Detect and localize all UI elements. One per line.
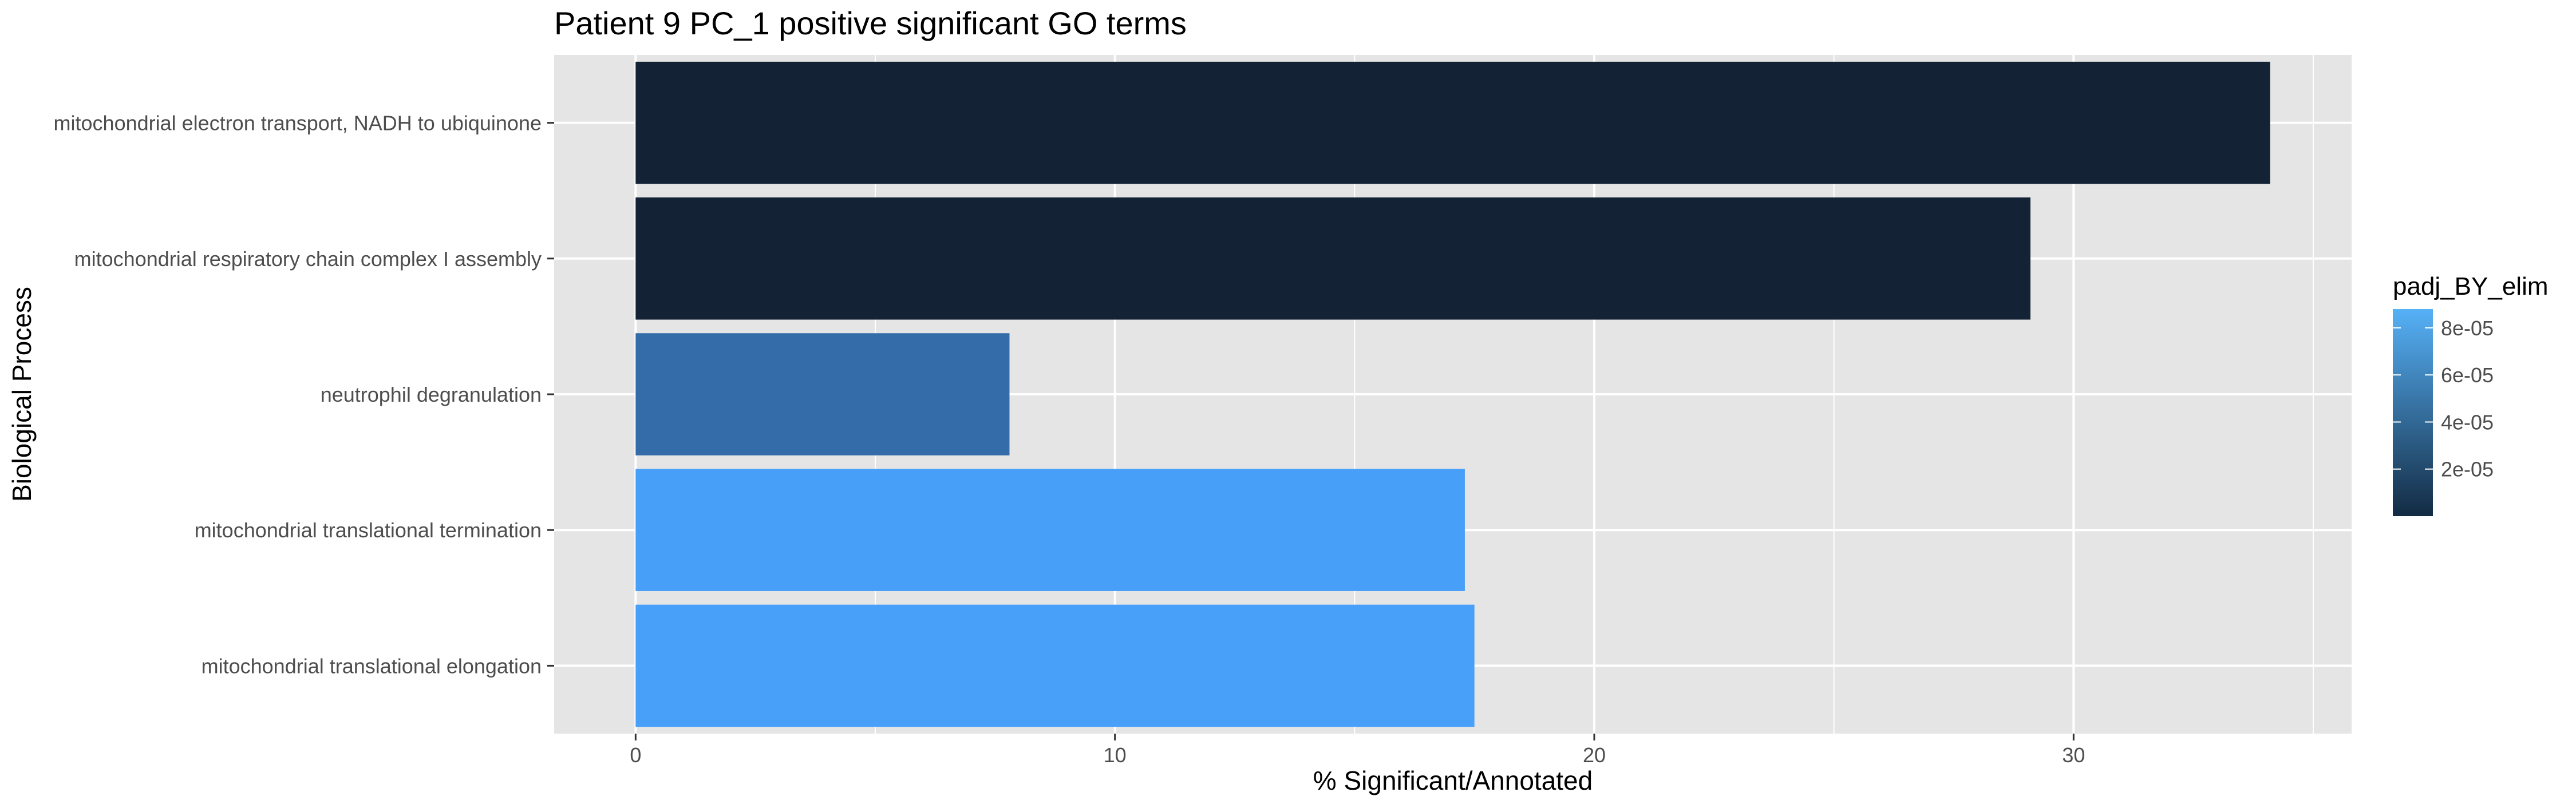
bar: [635, 469, 1465, 591]
x-axis: 0 10 20 30: [630, 734, 2085, 767]
chart-title: Patient 9 PC_1 positive significant GO t…: [554, 5, 1187, 41]
legend-tick-label: 4e-05: [2441, 410, 2494, 434]
legend-ticks: 2e-05 4e-05 6e-05 8e-05: [2393, 316, 2494, 481]
y-tick-label: mitochondrial electron transport, NADH t…: [54, 112, 542, 135]
y-tick-label: mitochondrial respiratory chain complex …: [74, 247, 542, 271]
legend-tick-label: 8e-05: [2441, 316, 2494, 340]
bar: [635, 61, 2270, 184]
x-tick-label: 30: [2062, 743, 2085, 767]
x-axis-title: % Significant/Annotated: [1313, 766, 1593, 795]
legend-tick-label: 2e-05: [2441, 458, 2494, 481]
bar: [635, 197, 2030, 320]
bars-group: [635, 61, 2270, 727]
y-tick-label: mitochondrial translational elongation: [202, 654, 542, 678]
y-tick-label: neutrophil degranulation: [321, 383, 542, 406]
y-tick-label: mitochondrial translational termination: [195, 518, 542, 542]
y-axis: mitochondrial electron transport, NADH t…: [54, 112, 554, 678]
legend-tick-label: 6e-05: [2441, 363, 2494, 387]
legend: padj_BY_elim 2e-05 4e-05 6e-05 8e-05: [2393, 272, 2549, 516]
legend-title: padj_BY_elim: [2393, 272, 2549, 300]
y-axis-title: Biological Process: [7, 287, 37, 502]
legend-colorbar: [2393, 309, 2433, 516]
x-tick-label: 0: [630, 743, 641, 767]
bar: [635, 333, 1010, 456]
x-tick-label: 20: [1583, 743, 1606, 767]
x-tick-label: 10: [1104, 743, 1127, 767]
bar: [635, 604, 1475, 727]
